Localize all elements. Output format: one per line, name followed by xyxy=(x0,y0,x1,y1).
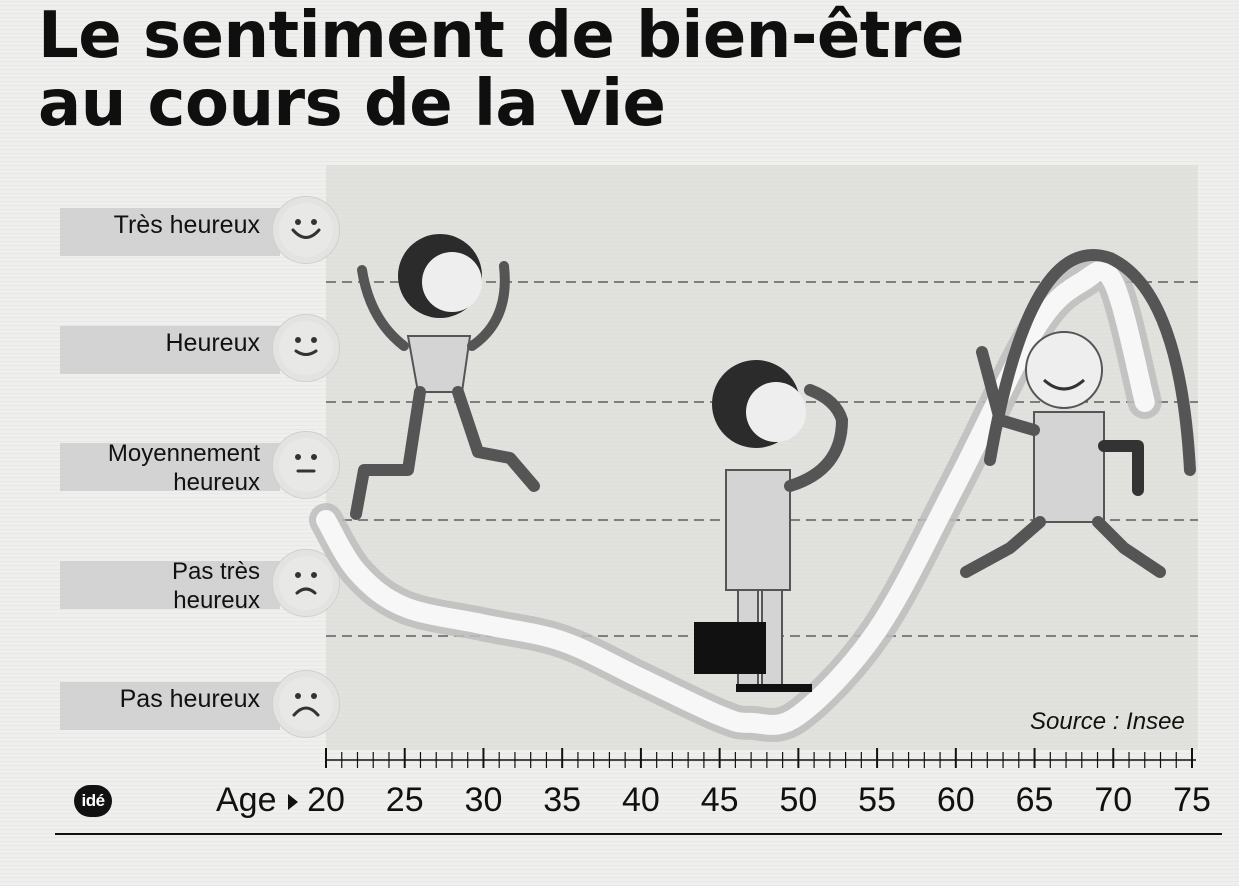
curve-data-point xyxy=(1079,280,1084,285)
title-line-1: Le sentiment de bien-être xyxy=(38,0,964,73)
level-label-line: heureux xyxy=(173,587,260,614)
level-label-line: Pas très xyxy=(171,558,260,585)
chart-title: Le sentiment de bien-être au cours de la… xyxy=(38,2,964,138)
curve-data-point xyxy=(324,518,329,523)
level-label: Pas très heureux xyxy=(70,557,260,615)
level-happy: Heureux xyxy=(60,314,350,382)
eye xyxy=(295,337,301,343)
curve-data-point xyxy=(953,482,958,487)
level-neutral: Moyennement heureux xyxy=(60,431,350,499)
x-tick-label: 75 xyxy=(1173,781,1211,819)
curve-data-point xyxy=(355,570,360,575)
mouth-icon xyxy=(296,469,316,473)
happy-face-icon xyxy=(272,314,340,382)
x-tick-label: 30 xyxy=(464,781,503,819)
level-label: Très heureux xyxy=(113,211,260,239)
title-line-2: au cours de la vie xyxy=(38,67,666,141)
eye xyxy=(311,572,317,578)
eye xyxy=(295,454,301,460)
level-very-happy: Très heureux xyxy=(60,196,350,264)
level-label-line: heureux xyxy=(173,469,260,496)
x-tick-label: 55 xyxy=(858,781,896,819)
mouth-icon xyxy=(295,587,317,595)
level-very-unhappy: Pas heureux xyxy=(60,670,350,738)
level-band xyxy=(60,682,280,730)
curve-data-point xyxy=(638,676,643,681)
unhappy-face-icon xyxy=(272,549,340,617)
x-tick-label: 25 xyxy=(385,781,424,819)
x-tick-label: 60 xyxy=(936,781,975,819)
level-band xyxy=(60,326,280,374)
x-tick-label: 40 xyxy=(621,781,660,819)
level-label-line: Moyennement xyxy=(107,440,260,467)
wellbeing-curve xyxy=(316,261,1155,735)
mouth-icon xyxy=(291,228,321,239)
x-tick-label: 70 xyxy=(1094,781,1133,819)
curve-data-point xyxy=(717,713,722,718)
mouth-icon xyxy=(294,349,318,356)
x-tick-label: 65 xyxy=(1015,781,1054,819)
eye xyxy=(295,219,301,225)
logo: idé xyxy=(74,785,112,817)
curve-data-point xyxy=(560,639,565,644)
curve-data-point xyxy=(1032,328,1037,333)
eye xyxy=(295,572,301,578)
eye xyxy=(311,454,317,460)
level-band xyxy=(60,443,280,491)
young-woman-illustration xyxy=(350,234,540,520)
level-label: Heureux xyxy=(165,329,261,357)
curve-data-point xyxy=(749,720,754,725)
x-tick-label: 20 xyxy=(307,781,345,819)
level-unhappy: Pas très heureux xyxy=(60,549,350,617)
x-tick-label: 50 xyxy=(779,781,818,819)
y-axis-levels: Très heureux Heureux Moyennement heureux xyxy=(60,196,350,760)
curve-data-point xyxy=(402,605,407,610)
very-unhappy-face-icon xyxy=(272,670,340,738)
arrow-right-icon xyxy=(288,794,298,810)
curve-data-point xyxy=(875,628,880,633)
neutral-face-icon xyxy=(272,431,340,499)
curve-data-point xyxy=(481,622,486,627)
level-band xyxy=(60,561,280,609)
level-label: Moyennement heureux xyxy=(70,439,260,497)
mouth-icon xyxy=(292,706,320,717)
source-note: Source : Insee xyxy=(1030,708,1185,735)
curve-data-point xyxy=(1111,280,1116,285)
very-happy-face-icon xyxy=(272,196,340,264)
happy-senior-illustration xyxy=(960,248,1196,578)
x-tick-label: 35 xyxy=(543,781,582,819)
sad-man-illustration xyxy=(694,360,849,692)
eye xyxy=(311,337,317,343)
eye xyxy=(311,219,317,225)
level-band xyxy=(60,208,280,256)
curve-data-point xyxy=(1142,400,1147,405)
curve-data-point xyxy=(796,713,801,718)
eye xyxy=(311,693,317,699)
level-label: Pas heureux xyxy=(119,685,260,713)
eye xyxy=(295,693,301,699)
x-tick-label: 45 xyxy=(700,781,739,819)
x-axis-label: Age xyxy=(216,781,277,819)
